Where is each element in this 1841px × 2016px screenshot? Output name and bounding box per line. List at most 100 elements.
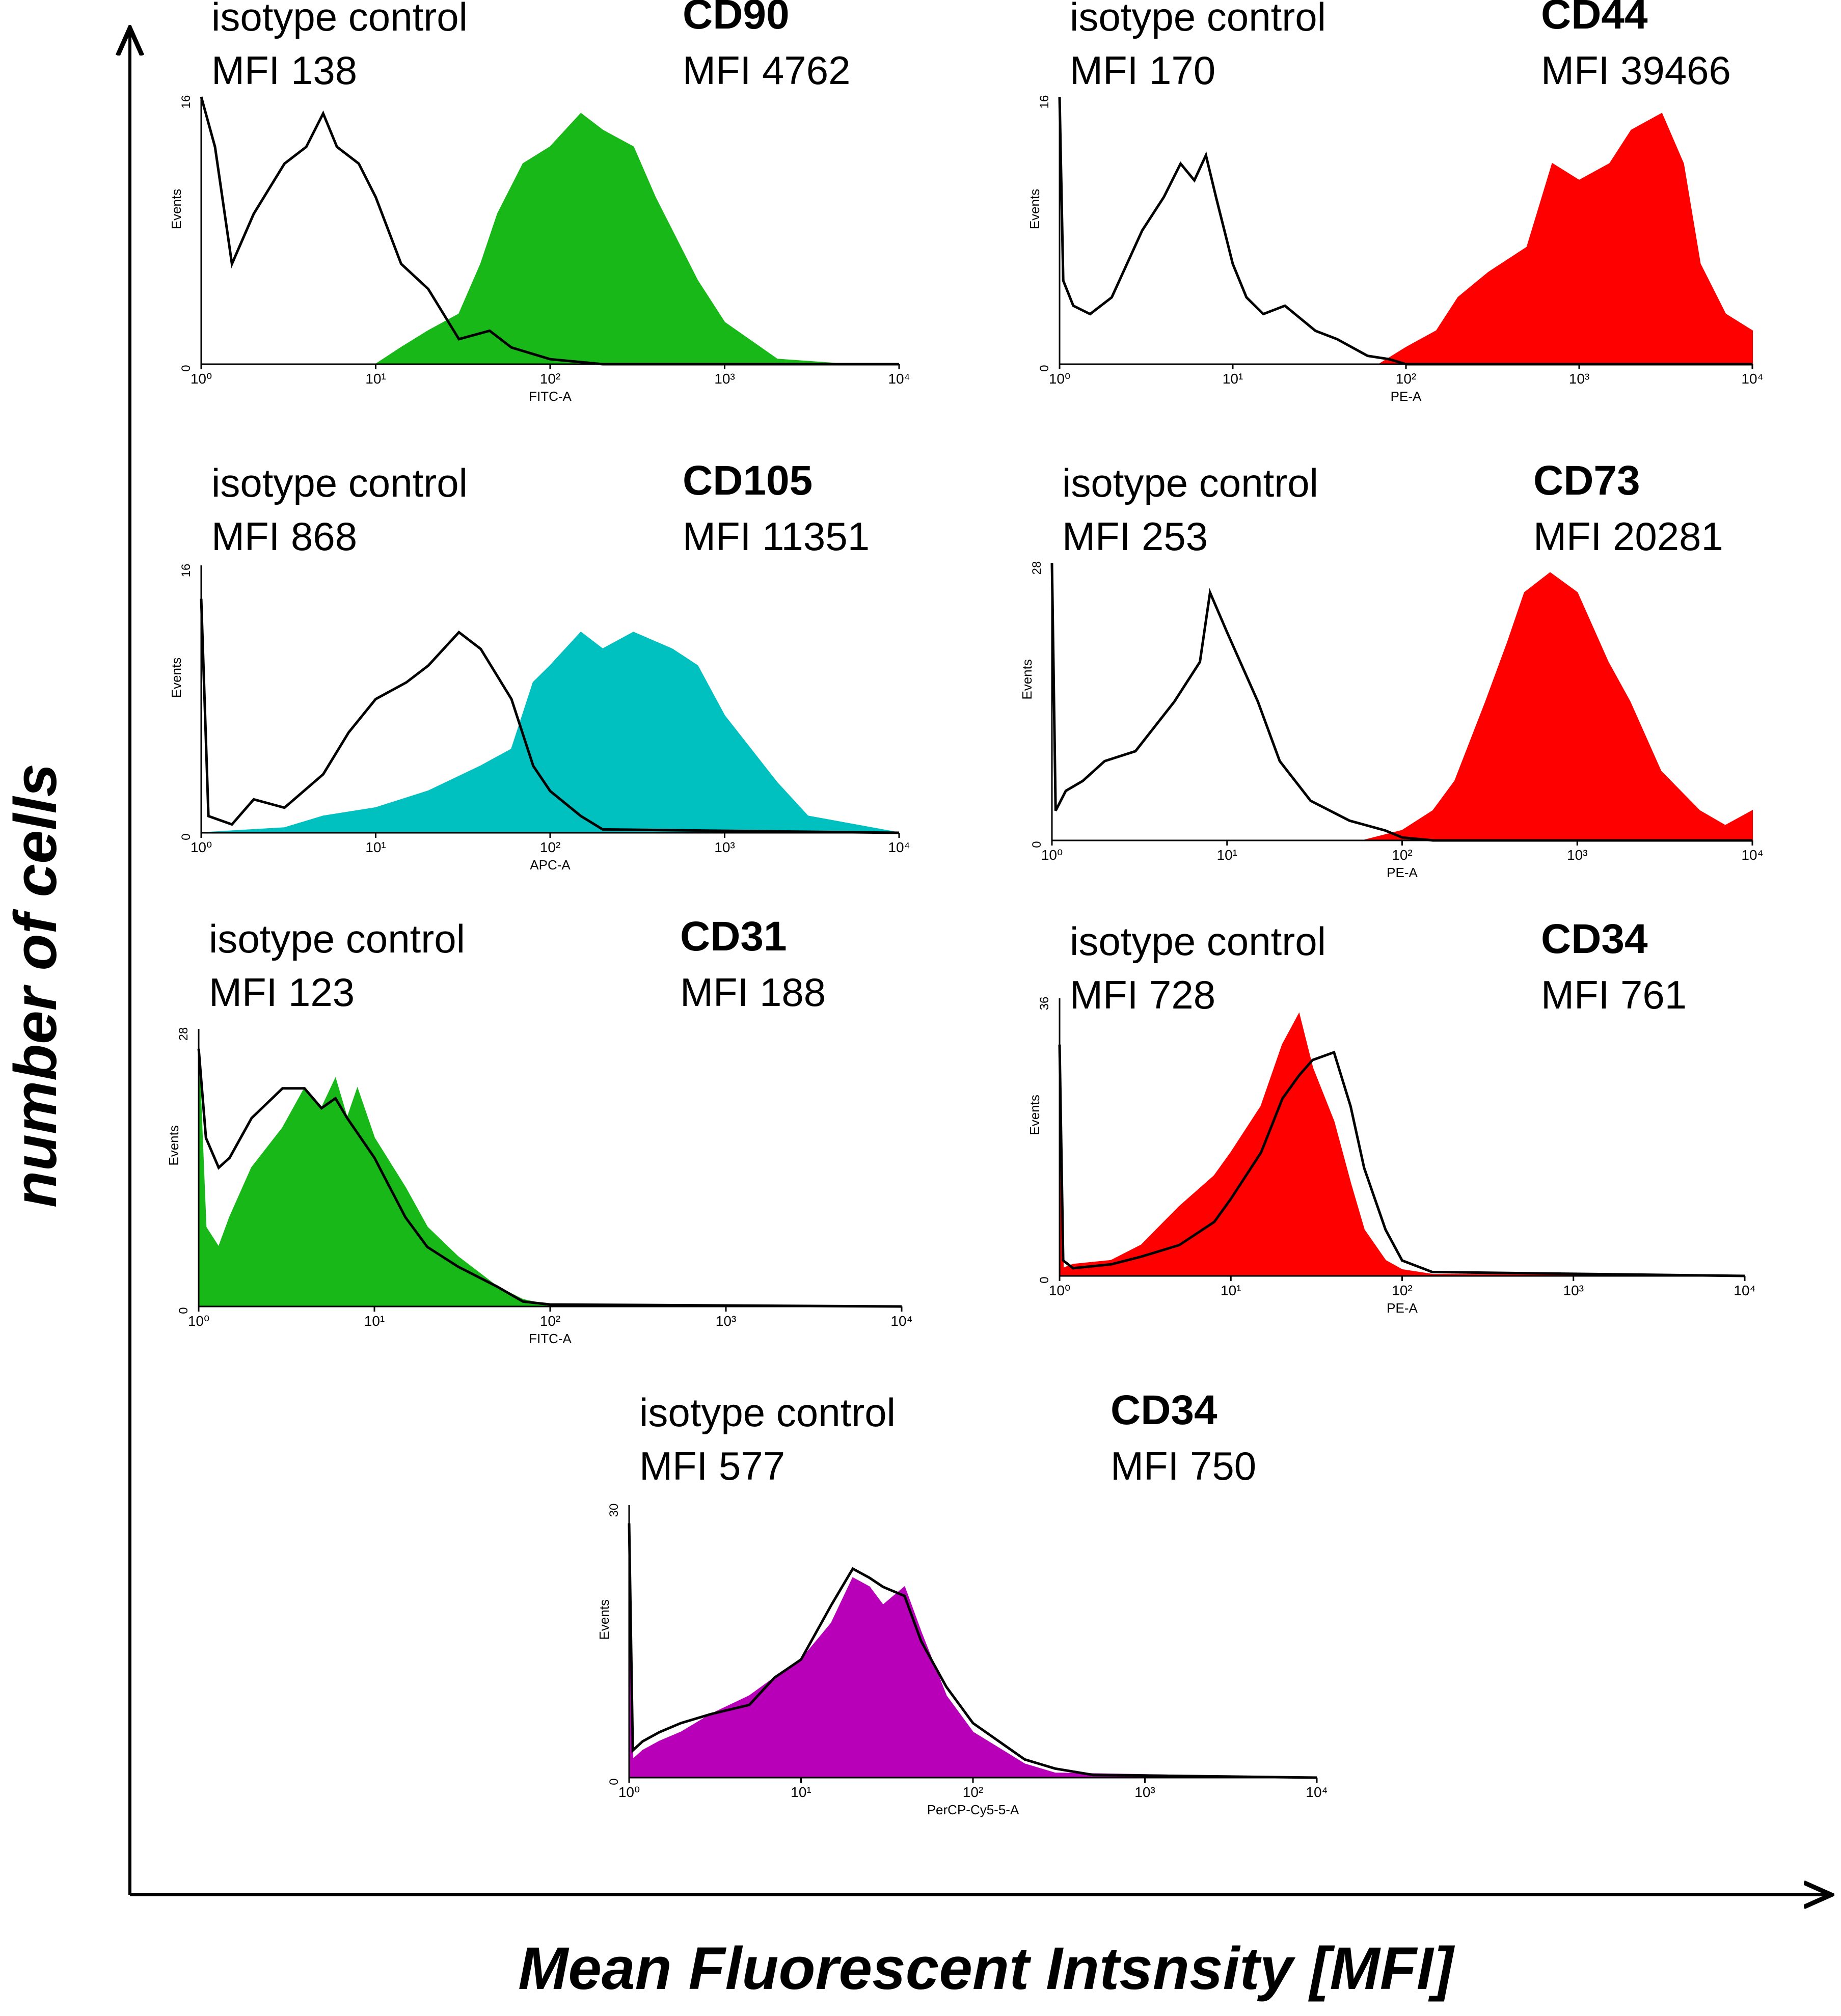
x-tick-label: 10¹	[1217, 847, 1237, 863]
control-label: isotype control	[209, 916, 465, 961]
control-mfi: MFI 868	[211, 514, 357, 559]
x-tick-label: 10¹	[365, 839, 386, 855]
marker-title: CD73	[1533, 457, 1640, 504]
histogram-panel-3: isotype control MFI 868 CD105 MFI 11351 16 0 E…	[169, 457, 910, 873]
control-mfi: MFI 577	[639, 1443, 785, 1488]
x-tick-label: 10²	[1392, 1283, 1412, 1298]
x-tick-label: 10³	[1567, 847, 1587, 863]
y-tick-max: 16	[179, 95, 193, 109]
y-tick-min: 0	[179, 833, 193, 840]
control-mfi: MFI 728	[1070, 972, 1215, 1017]
y-axis-label: Events	[169, 189, 184, 230]
x-tick-label: 10²	[963, 1784, 983, 1800]
control-label: isotype control	[1062, 460, 1318, 505]
isotype-histogram-line	[628, 1523, 1317, 1779]
x-tick-label: 10¹	[1221, 1283, 1241, 1298]
isotype-histogram-line	[1050, 562, 1752, 842]
x-tick-label: 10²	[540, 839, 560, 855]
y-axis-label: Events	[597, 1599, 612, 1640]
isotype-histogram-line	[200, 96, 899, 366]
y-tick-min: 0	[1038, 365, 1051, 371]
x-tick-label: 10³	[1563, 1283, 1584, 1298]
histogram-panels: isotype control MFI 138 CD90 MFI 4762 16 0 Eve…	[166, 0, 1764, 1817]
x-tick-label: 10³	[1569, 371, 1589, 387]
isotype-histogram-line	[197, 1048, 902, 1308]
y-tick-max: 16	[179, 564, 193, 578]
x-tick-label: 10²	[1392, 847, 1412, 863]
marker-mfi: MFI 4762	[683, 48, 850, 93]
x-tick-label: 10¹	[365, 371, 386, 387]
marker-histogram-area	[629, 1523, 1317, 1778]
y-axis-label: Events	[1019, 659, 1035, 700]
figure-y-axis-label: number of cells	[2, 764, 69, 1208]
control-mfi: MFI 138	[211, 48, 357, 93]
x-tick-label: 10⁴	[1734, 1283, 1755, 1298]
histogram-panel-7: isotype control MFI 577 CD34 MFI 750 30 0 Even…	[597, 1387, 1328, 1817]
x-tick-label: 10⁰	[1049, 1283, 1070, 1298]
x-tick-label: 10²	[540, 371, 560, 387]
x-tick-label: 10⁰	[1049, 371, 1070, 387]
marker-title: CD31	[680, 913, 787, 960]
histogram-panel-4: isotype control MFI 253 CD73 MFI 20281 28 0 Ev…	[1019, 457, 1764, 880]
marker-title: CD44	[1541, 0, 1648, 38]
x-tick-label: 10⁴	[888, 839, 910, 855]
x-tick-label: 10⁴	[1741, 847, 1763, 863]
marker-title: CD105	[683, 457, 813, 504]
marker-title: CD34	[1111, 1387, 1217, 1433]
marker-mfi: MFI 20281	[1533, 514, 1723, 559]
channel-label: FITC-A	[529, 389, 572, 404]
y-tick-max: 28	[1030, 561, 1044, 575]
isotype-histogram-line	[200, 598, 900, 834]
channel-label: APC-A	[530, 857, 571, 873]
x-tick-label: 10⁴	[1741, 371, 1763, 387]
x-tick-label: 10⁰	[191, 371, 212, 387]
y-tick-min: 0	[607, 1778, 621, 1785]
y-tick-max: 36	[1038, 997, 1051, 1011]
channel-label: FITC-A	[529, 1331, 572, 1346]
control-label: isotype control	[1070, 0, 1326, 39]
x-tick-label: 10¹	[1223, 371, 1243, 387]
y-axis-label: Events	[1027, 189, 1042, 230]
x-tick-label: 10⁴	[890, 1313, 912, 1329]
x-tick-label: 10²	[540, 1313, 560, 1329]
y-axis-label: Events	[169, 658, 184, 698]
y-tick-max: 28	[177, 1027, 191, 1041]
isotype-histogram-line	[1058, 1044, 1745, 1277]
marker-mfi: MFI 188	[680, 970, 826, 1015]
marker-mfi: MFI 750	[1111, 1443, 1256, 1488]
control-mfi: MFI 253	[1062, 514, 1208, 559]
x-tick-label: 10⁴	[888, 371, 910, 387]
x-tick-label: 10³	[714, 839, 735, 855]
marker-histogram-area	[1060, 113, 1753, 365]
x-tick-label: 10³	[1134, 1784, 1155, 1800]
y-tick-max: 16	[1038, 95, 1051, 109]
marker-mfi: MFI 11351	[683, 514, 870, 559]
histogram-panel-2: isotype control MFI 170 CD44 MFI 39466 16 0 Ev…	[1027, 0, 1764, 404]
histogram-panel-5: isotype control MFI 123 CD31 MFI 188 28 0 Even…	[166, 913, 913, 1346]
y-tick-min: 0	[1038, 1276, 1051, 1283]
x-tick-label: 10⁰	[618, 1784, 640, 1800]
figure-x-axis-label: Mean Fluorescent Intsnsity [MFI]	[518, 1935, 1455, 2002]
x-tick-label: 10³	[714, 371, 735, 387]
marker-histogram-area	[1059, 1012, 1745, 1276]
x-tick-label: 10⁰	[1041, 847, 1063, 863]
x-tick-label: 10²	[1396, 371, 1416, 387]
channel-label: PE-A	[1387, 1300, 1418, 1316]
channel-label: PE-A	[1391, 389, 1422, 404]
marker-title: CD90	[683, 0, 790, 38]
y-tick-max: 30	[607, 1504, 621, 1517]
x-tick-label: 10⁴	[1306, 1784, 1328, 1800]
marker-histogram-area	[201, 631, 900, 833]
control-mfi: MFI 123	[209, 970, 355, 1015]
isotype-histogram-line	[1058, 96, 1752, 366]
y-tick-min: 0	[177, 1307, 191, 1314]
marker-histogram-area	[201, 113, 899, 365]
y-tick-min: 0	[1030, 841, 1044, 848]
x-tick-label: 10¹	[364, 1313, 385, 1329]
y-tick-min: 0	[179, 365, 193, 371]
y-axis-label: Events	[166, 1125, 181, 1166]
marker-mfi: MFI 39466	[1541, 48, 1731, 93]
control-label: isotype control	[211, 460, 468, 505]
control-label: isotype control	[211, 0, 468, 39]
